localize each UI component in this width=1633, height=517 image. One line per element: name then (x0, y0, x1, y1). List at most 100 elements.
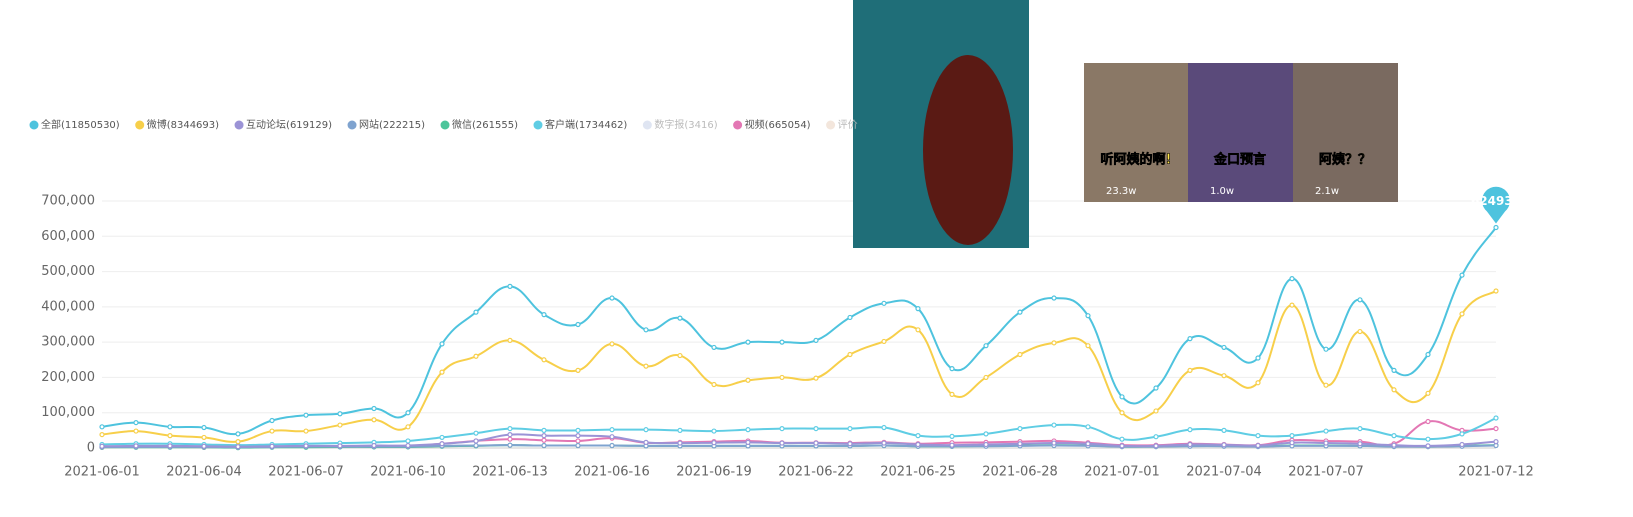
data-point (1017, 441, 1023, 447)
data-point (1391, 367, 1397, 373)
legend-label: 全部(11850530) (41, 118, 120, 131)
legend-label: 数字报(3416) (654, 118, 717, 131)
data-point (507, 442, 513, 448)
data-point (1323, 440, 1329, 446)
data-point (303, 428, 309, 434)
data-point (541, 312, 547, 318)
data-point (541, 437, 547, 443)
data-point (405, 410, 411, 416)
data-point (983, 431, 989, 437)
data-point (371, 442, 377, 449)
data-point (745, 377, 751, 383)
y-tick-label: 400,000 (41, 299, 95, 314)
data-point (1493, 439, 1499, 445)
y-tick-label: 500,000 (41, 264, 95, 279)
data-point (1289, 440, 1295, 446)
data-point (1493, 288, 1499, 294)
data-point (711, 428, 717, 434)
thumb-likes: 1.0w (1210, 186, 1234, 197)
data-point (541, 427, 547, 433)
data-point (949, 391, 955, 397)
data-point (269, 443, 275, 449)
data-point (133, 443, 139, 449)
x-tick-label: 2021-06-13 (472, 465, 548, 480)
data-point (167, 443, 173, 449)
data-point (1221, 373, 1227, 379)
data-point (405, 442, 411, 449)
data-point (1119, 410, 1125, 416)
data-point (609, 442, 615, 449)
data-point (677, 352, 683, 359)
data-point (643, 427, 649, 433)
data-point (1425, 418, 1431, 425)
data-point (1289, 433, 1295, 439)
data-point (371, 417, 377, 423)
x-tick-label: 2021-07-12 (1458, 465, 1534, 480)
data-point (507, 425, 513, 432)
data-point (541, 442, 547, 449)
data-point (915, 441, 921, 448)
y-tick-label: 300,000 (41, 335, 95, 350)
data-point (1187, 441, 1193, 448)
data-point (235, 431, 241, 437)
data-point (711, 344, 717, 351)
data-point (1017, 309, 1023, 315)
data-point (1391, 442, 1397, 448)
thumb-caption: 听阿姨的啊! (1101, 152, 1172, 168)
legend-swatch (826, 120, 836, 130)
data-point (1255, 442, 1261, 449)
data-point (779, 339, 785, 345)
data-point (1391, 387, 1397, 393)
data-point (1153, 408, 1159, 414)
x-tick-label: 2021-06-04 (166, 465, 242, 480)
legend-swatch (642, 120, 652, 130)
data-point (201, 424, 207, 431)
data-point (1459, 441, 1465, 448)
data-point (575, 438, 581, 444)
data-point (1153, 385, 1159, 391)
data-point (473, 442, 479, 449)
data-point (1289, 276, 1295, 282)
data-point (983, 343, 989, 349)
data-point (847, 441, 853, 447)
data-point (1221, 427, 1227, 433)
legend-swatch (234, 120, 244, 130)
y-tick-label: 0 (87, 441, 95, 456)
data-point (1425, 390, 1431, 396)
legend-label: 评价 (838, 119, 858, 131)
data-point (813, 440, 819, 446)
data-point (915, 327, 921, 333)
legend-label: 视频(665054) (745, 118, 811, 131)
data-point (439, 434, 445, 441)
data-point (609, 295, 615, 301)
data-point (1017, 351, 1023, 358)
data-point (1357, 425, 1363, 432)
thumb-caption: 金口预言 (1213, 152, 1266, 168)
data-point (949, 433, 955, 439)
data-point (847, 351, 853, 358)
data-point (881, 424, 887, 431)
data-point (1017, 425, 1023, 432)
data-point (541, 433, 547, 439)
data-point (575, 367, 581, 373)
data-point (439, 341, 445, 347)
data-point (337, 443, 343, 449)
data-point (473, 353, 479, 359)
x-tick-label: 2021-06-22 (778, 465, 854, 480)
data-point (1459, 311, 1465, 317)
data-point (677, 440, 683, 446)
data-point (779, 374, 785, 381)
data-point (1255, 355, 1261, 361)
data-point (1425, 436, 1431, 442)
data-point (1357, 441, 1363, 447)
data-point (337, 422, 343, 428)
series-line (101, 417, 1497, 447)
legend-label: 互动论坛(619129) (246, 118, 332, 131)
data-point (983, 441, 989, 448)
x-tick-label: 2021-06-25 (880, 465, 956, 480)
data-point (167, 433, 173, 439)
media (853, 0, 1398, 248)
data-point (1051, 340, 1057, 346)
data-point (1255, 380, 1261, 386)
